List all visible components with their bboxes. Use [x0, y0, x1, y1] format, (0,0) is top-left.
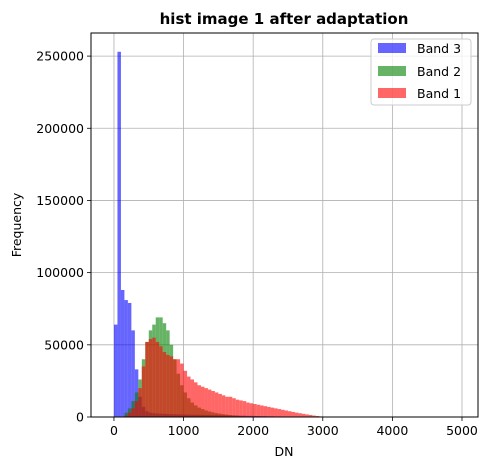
y-tick-label-1: 50000: [44, 337, 84, 352]
legend-label-band-2: Band 2: [417, 64, 461, 79]
bar: [207, 389, 212, 417]
bar: [256, 404, 261, 417]
legend-label-band-1: Band 1: [417, 86, 461, 101]
y-axis-label: Frequency: [9, 192, 24, 257]
bar: [113, 324, 118, 417]
legend-label-band-3: Band 3: [417, 41, 461, 56]
bar: [315, 415, 320, 417]
x-tick-label-4: 4000: [376, 423, 408, 438]
bar: [291, 411, 295, 417]
bar: [169, 356, 174, 417]
bar: [301, 413, 306, 417]
y-tick-label-3: 150000: [36, 193, 84, 208]
bar: [141, 366, 146, 417]
bar: [239, 400, 243, 417]
legend-swatch-band-2: [378, 66, 406, 76]
bar: [277, 409, 282, 417]
bar: [281, 409, 285, 417]
bar: [131, 408, 135, 417]
bar: [263, 406, 268, 417]
y-tick-label-5: 250000: [36, 49, 84, 64]
bar: [232, 398, 236, 417]
bar: [284, 410, 288, 417]
x-axis-ticks: 0 1000 2000 3000 4000 5000: [110, 417, 478, 438]
y-tick-label-0: 0: [76, 410, 84, 425]
bar: [253, 404, 257, 417]
bar: [246, 402, 250, 417]
bar: [287, 411, 292, 417]
bar: [228, 396, 233, 417]
bar: [211, 391, 215, 417]
bar: [187, 376, 191, 417]
bar: [214, 392, 219, 417]
legend-swatch-band-3: [378, 43, 406, 53]
bar: [183, 370, 188, 417]
bar: [138, 388, 142, 417]
bar: [131, 330, 135, 417]
bar: [260, 405, 264, 417]
bar: [152, 337, 156, 417]
bar: [305, 414, 309, 417]
bar: [312, 415, 316, 417]
bar: [298, 413, 302, 417]
bar: [159, 346, 163, 417]
bar: [124, 300, 128, 417]
bar: [200, 386, 205, 417]
bar: [194, 382, 198, 417]
bar: [235, 399, 240, 417]
bar: [197, 385, 201, 417]
bar: [145, 341, 149, 417]
chart-title: hist image 1 after adaptation: [160, 10, 409, 28]
x-tick-label-1: 1000: [168, 423, 200, 438]
x-tick-label-5: 5000: [446, 423, 478, 438]
bar: [124, 412, 128, 417]
bar: [190, 379, 195, 417]
bar: [218, 393, 222, 417]
bar: [155, 341, 160, 417]
bar: [242, 401, 247, 417]
x-tick-label-3: 3000: [307, 423, 339, 438]
bar: [294, 412, 299, 417]
bar: [267, 406, 271, 417]
bar: [173, 359, 177, 417]
x-tick-label-2: 2000: [237, 423, 269, 438]
y-tick-label-4: 200000: [36, 121, 84, 136]
bar: [162, 352, 167, 417]
legend: Band 3 Band 2 Band 1: [370, 38, 472, 106]
plot-frame: [90, 32, 479, 418]
bar: [117, 51, 121, 418]
histogram-bars: [113, 51, 327, 418]
bar: [166, 354, 170, 417]
bar: [270, 407, 275, 417]
bar: [134, 401, 139, 417]
x-axis-label: DN: [275, 444, 294, 459]
series-band-1: [124, 337, 327, 417]
bar: [221, 395, 226, 417]
bar: [148, 339, 153, 417]
x-tick-label-0: 0: [110, 423, 118, 438]
bar: [124, 415, 128, 417]
y-tick-label-2: 100000: [36, 265, 84, 280]
legend-swatch-band-1: [378, 88, 406, 98]
bar: [127, 412, 132, 417]
bar: [127, 302, 132, 417]
bar: [274, 408, 278, 417]
bar: [204, 388, 208, 417]
y-axis-ticks: 0 50000 100000 150000 200000 250000: [36, 49, 91, 425]
bar: [249, 403, 254, 417]
bar: [225, 396, 229, 417]
bar: [308, 414, 313, 417]
bar: [120, 289, 125, 417]
bar: [176, 359, 181, 417]
bar: [180, 363, 184, 417]
